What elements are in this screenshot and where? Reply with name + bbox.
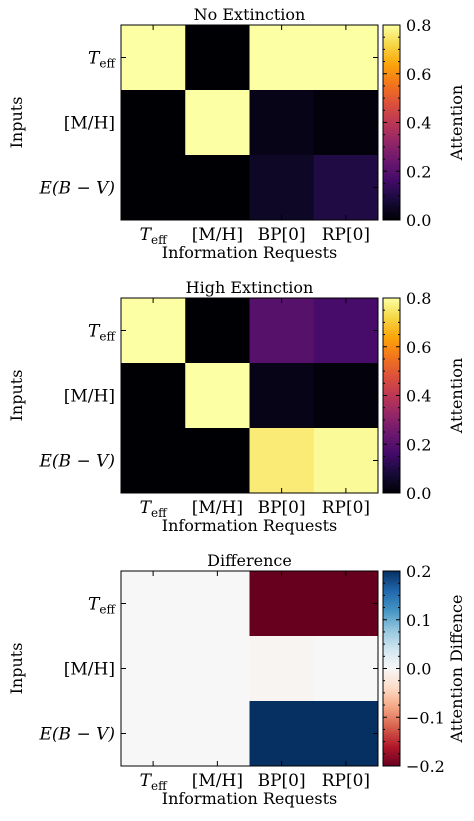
heatmap-cell — [185, 428, 250, 494]
colorbar-tick-label: 0.0 — [406, 211, 431, 230]
x-tick-label: BP[0] — [258, 498, 306, 518]
heatmap-cell — [313, 90, 379, 156]
heatmap-cell — [313, 298, 379, 364]
x-tick-label: RP[0] — [322, 225, 370, 245]
chart-title: Difference — [207, 551, 292, 570]
colorbar-tick-label: 0.2 — [406, 162, 431, 181]
colorbar-tick-label: 0.6 — [406, 338, 431, 357]
heatmap-cell — [185, 363, 250, 429]
heatmap-cell — [121, 298, 186, 364]
heatmap-cell — [249, 636, 315, 702]
heatmap-cell — [185, 298, 250, 364]
heatmap-cell — [185, 636, 250, 702]
chart-panel-2: High Extinction Teff [M/H] BP[0] RP[0] Teff [M… — [7, 278, 466, 535]
heatmap-cell — [185, 571, 250, 637]
heatmap-cell — [121, 25, 186, 91]
colorbar-tick-label: 0.0 — [406, 484, 431, 503]
colorbar-tick-label: 0.0 — [406, 660, 431, 679]
y-tick-label: E(B − V) — [39, 452, 116, 472]
heatmap-cell — [121, 701, 186, 767]
colorbar-tick-label: −0.2 — [406, 757, 445, 776]
x-tick-label: RP[0] — [322, 498, 370, 518]
heatmap-cell — [121, 155, 186, 221]
heatmap-cell — [185, 90, 250, 156]
heatmap-cell — [121, 363, 186, 429]
colorbar-tick-label: 0.4 — [406, 387, 431, 406]
y-tick-label: Teff — [88, 49, 116, 71]
heatmap-cell — [121, 571, 186, 637]
colorbar-tick-label: 0.6 — [406, 65, 431, 84]
y-tick-label: E(B − V) — [39, 725, 116, 745]
heatmap-cell — [313, 571, 379, 637]
y-tick-label: [M/H] — [64, 660, 115, 680]
heatmap-cell — [313, 155, 379, 221]
heatmap-cell — [121, 90, 186, 156]
heatmap-cell — [121, 428, 186, 494]
chart-title: No Extinction — [194, 5, 306, 24]
y-tick-label: [M/H] — [64, 114, 115, 134]
colorbar-label: Attention — [447, 85, 466, 161]
colorbar-tick-label: 0.2 — [406, 562, 431, 581]
heatmap-cell — [185, 25, 250, 91]
colorbar-tick-label: 0.8 — [406, 16, 431, 35]
y-axis-label: Inputs — [7, 643, 26, 695]
x-tick-label: [M/H] — [192, 771, 243, 791]
y-tick-label: Teff — [88, 595, 116, 617]
x-tick-label: Teff — [140, 225, 168, 247]
x-tick-label: Teff — [140, 771, 168, 793]
heatmap-cell — [249, 571, 315, 637]
heatmap-cell — [249, 25, 315, 91]
y-axis-label: Inputs — [7, 97, 26, 149]
colorbar-tick-label: −0.1 — [406, 708, 445, 727]
heatmap-cell — [121, 636, 186, 702]
chart-panel-1: No Extinction Teff [M/H] BP[0] RP[0] Teff [M/H… — [7, 5, 466, 262]
colorbar-label: Attention Diffence — [447, 595, 466, 744]
y-tick-label: Teff — [88, 322, 116, 344]
heatmap-cell — [249, 90, 315, 156]
colorbar-tick-label: 0.1 — [406, 611, 431, 630]
heatmap-cell — [185, 701, 250, 767]
heatmap-cell — [313, 701, 379, 767]
heatmap-cell — [313, 428, 379, 494]
heatmap-cell — [249, 363, 315, 429]
heatmap-cell — [249, 428, 315, 494]
colorbar-label: Attention — [447, 358, 466, 434]
colorbar-tick-label: 0.8 — [406, 289, 431, 308]
x-axis-label: Information Requests — [162, 516, 338, 535]
chart-panel-3: Difference Teff [M/H] BP[0] RP[0] Teff [M/H] E(… — [7, 551, 466, 808]
y-axis-label: Inputs — [7, 370, 26, 422]
heatmap-cell — [249, 155, 315, 221]
x-tick-label: [M/H] — [192, 498, 243, 518]
x-axis-label: Information Requests — [162, 243, 338, 262]
colorbar-tick-label: 0.4 — [406, 114, 431, 133]
chart-title: High Extinction — [186, 278, 314, 297]
y-tick-label: E(B − V) — [39, 179, 116, 199]
x-tick-label: [M/H] — [192, 225, 243, 245]
x-axis-label: Information Requests — [162, 789, 338, 808]
x-tick-label: RP[0] — [322, 771, 370, 791]
heatmap-cell — [185, 155, 250, 221]
y-tick-label: [M/H] — [64, 387, 115, 407]
x-tick-label: BP[0] — [258, 225, 306, 245]
x-tick-label: BP[0] — [258, 771, 306, 791]
heatmap-cell — [249, 701, 315, 767]
heatmap-cell — [313, 636, 379, 702]
heatmap-cell — [249, 298, 315, 364]
colorbar-tick-label: 0.2 — [406, 435, 431, 454]
heatmap-cell — [313, 25, 379, 91]
heatmap-cell — [313, 363, 379, 429]
x-tick-label: Teff — [140, 498, 168, 520]
